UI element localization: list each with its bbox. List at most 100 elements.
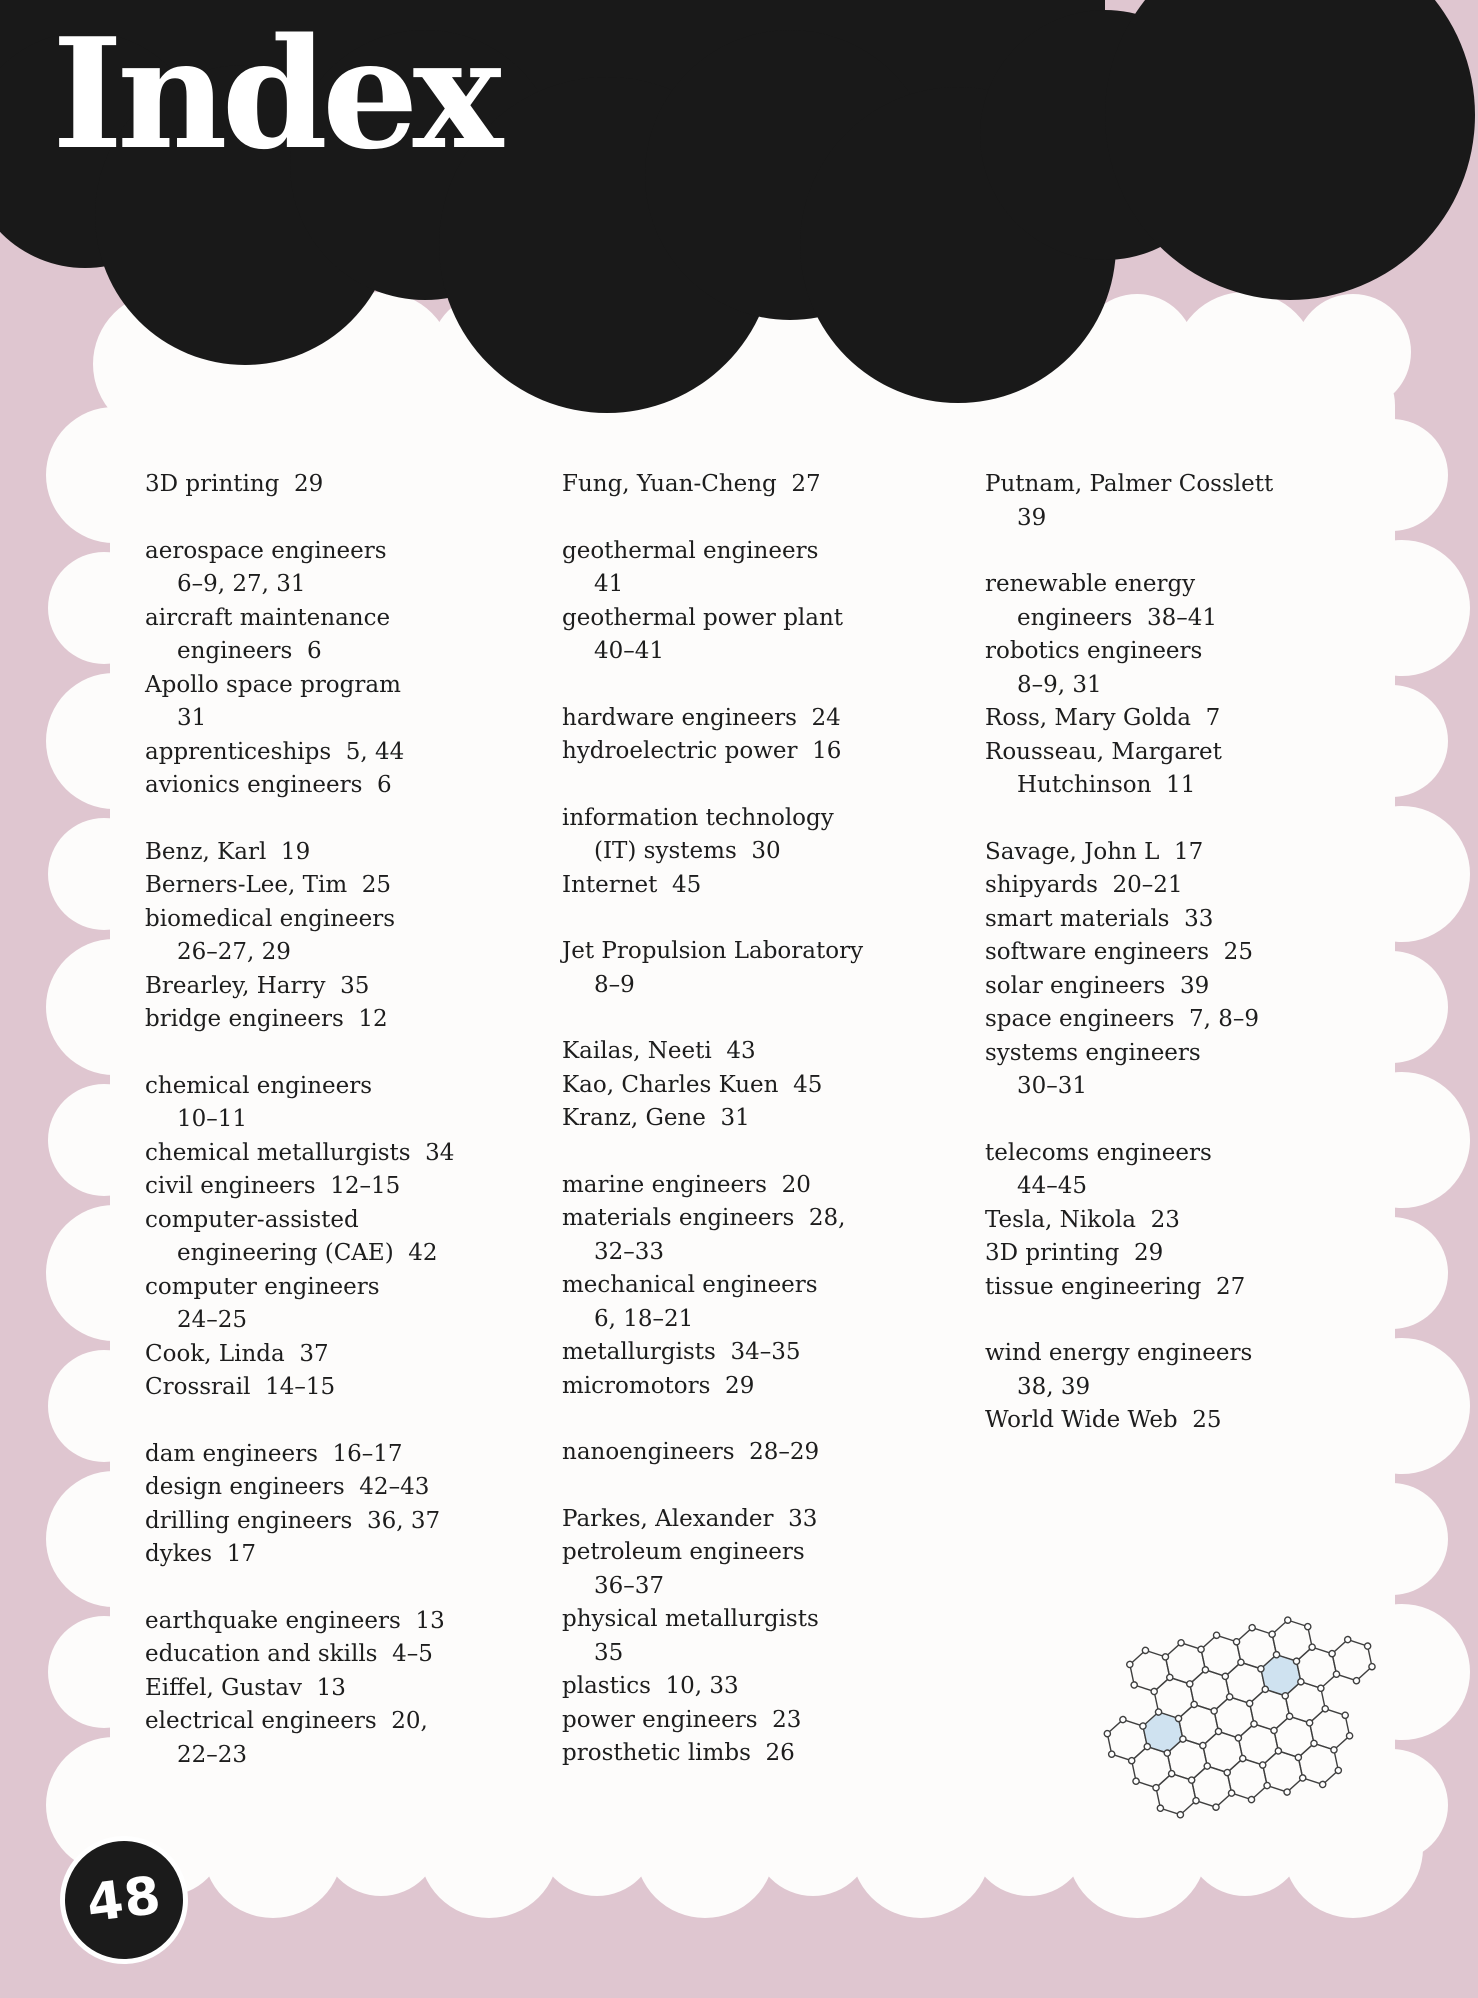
index-entry-line: computer engineers [145,1273,380,1300]
index-entry-line: 8–9 [594,971,635,998]
index-entry-line: mechanical engineers [562,1272,818,1298]
index-entry-line: Ross, Mary Golda 7 [985,705,1221,731]
index-entry-line: 32–33 [594,1238,665,1265]
index-entry-line: computer-assisted [145,1206,359,1233]
index-entry-line: Cook, Linda 37 [145,1340,329,1367]
index-entry-line: solar engineers 39 [985,972,1210,999]
index-entry-line: geothermal power plant [562,604,844,631]
index-entry-line: 35 [594,1639,624,1666]
index-column-1: 3D printing 29 aerospace engineers 6–9, 27… [145,468,555,1805]
index-entry-line: Tesla, Nikola 23 [985,1206,1180,1233]
index-entry-line: 3D printing 29 [985,1240,1164,1266]
index-entry-line: 31 [177,705,207,731]
index-entry-line: metallurgists 34–35 [562,1339,801,1365]
index-entry-line: bridge engineers 12 [145,1006,388,1032]
index-entry-line: smart materials 33 [985,905,1214,932]
index-entry-line: 24–25 [177,1307,248,1333]
index-entry-line: petroleum engineers [562,1539,805,1565]
index-entry-line: nanoengineers 28–29 [562,1439,820,1465]
index-entry-line: Fung, Yuan-Cheng 27 [562,471,821,497]
index-entry-line: Jet Propulsion Laboratory [562,938,864,964]
index-entry-line: materials engineers 28, [562,1205,846,1231]
index-entry-line: earthquake engineers 13 [145,1607,445,1634]
index-entry-line: electrical engineers 20, [145,1708,428,1734]
page-number-badge: 48 [60,1836,188,1964]
index-group: Savage, John L 17 shipyards 20–21 smart ma… [985,836,1385,1104]
page-title: Index [52,4,503,183]
index-group: hardware engineers 24 hydroelectric power… [562,702,977,769]
index-entry-line: 41 [594,571,624,597]
page-number: 48 [83,1865,165,1935]
index-entry-line: 39 [1017,504,1047,531]
index-entry-line: civil engineers 12–15 [145,1173,401,1199]
index-entry-line: space engineers 7, 8–9 [985,1006,1260,1032]
index-group: aerospace engineers 6–9, 27, 31 aircraft m… [145,535,555,803]
index-entry-line: software engineers 25 [985,939,1253,965]
index-group: Putnam, Palmer Cosslett 39 [985,468,1385,535]
index-entry-line: apprenticeships 5, 44 [145,738,405,765]
index-entry-line: engineering (CAE) 42 [177,1240,438,1266]
index-entry-line: geothermal engineers [562,537,819,564]
index-entry-line: robotics engineers [985,638,1203,664]
index-entry-line: physical metallurgists [562,1606,819,1632]
index-entry-line: 10–11 [177,1106,248,1132]
index-entry-line: Berners-Lee, Tim 25 [145,872,392,898]
index-entry-line: 8–9, 31 [1017,671,1102,698]
index-entry-line: education and skills 4–5 [145,1641,433,1667]
index-entry-line: Internet 45 [562,871,702,898]
index-group: Parkes, Alexander 33 petroleum engineers 3… [562,1503,977,1771]
index-entry-line: Savage, John L 17 [985,838,1204,865]
index-entry-line: 40–41 [594,638,665,664]
index-entry-line: Hutchinson 11 [1017,772,1196,798]
index-group: nanoengineers 28–29 [562,1436,977,1470]
index-group: renewable energy engineers 38–41 robotics … [985,568,1385,803]
index-group: geothermal engineers 41 geothermal power p… [562,535,977,669]
index-entry-line: telecoms engineers [985,1139,1212,1166]
index-group: chemical engineers 10–11 chemical metallur… [145,1070,555,1405]
index-entry-line: 26–27, 29 [177,939,291,965]
index-column-3: Putnam, Palmer Cosslett 39 renewable energ… [985,468,1385,1471]
index-entry-line: engineers 6 [177,638,322,664]
index-entry-line: Crossrail 14–15 [145,1374,336,1400]
index-entry-line: Parkes, Alexander 33 [562,1505,818,1532]
index-group: telecoms engineers 44–45 Tesla, Nikola 23 3… [985,1137,1385,1305]
index-entry-line: aircraft maintenance [145,604,391,631]
index-entry-line: 22–23 [177,1741,248,1768]
index-entry-line: chemical engineers [145,1072,373,1099]
index-entry-line: (IT) systems 30 [594,838,781,864]
index-entry-line: design engineers 42–43 [145,1474,430,1500]
index-entry-line: biomedical engineers [145,905,396,932]
index-entry-line: 6, 18–21 [594,1305,694,1332]
index-entry-line: tissue engineering 27 [985,1273,1246,1300]
index-entry-line: power engineers 23 [562,1706,802,1733]
index-entry-line: Apollo space program [145,671,401,698]
index-group: marine engineers 20 materials engineers 2… [562,1169,977,1404]
index-group: 3D printing 29 [145,468,555,502]
index-entry-line: information technology [562,804,834,831]
index-entry-line: marine engineers 20 [562,1171,811,1198]
index-entry-line: Kao, Charles Kuen 45 [562,1071,823,1098]
index-entry-line: hydroelectric power 16 [562,738,842,764]
index-entry-line: Rousseau, Margaret [985,738,1222,765]
index-entry-line: plastics 10, 33 [562,1673,739,1699]
index-entry-line: dykes 17 [145,1541,256,1567]
index-entry-line: renewable energy [985,571,1196,597]
index-entry-line: micromotors 29 [562,1372,755,1399]
index-group: wind energy engineers 38, 39 World Wide We… [985,1337,1385,1438]
index-entry-line: Kailas, Neeti 43 [562,1038,756,1064]
index-group: Kailas, Neeti 43 Kao, Charles Kuen 45 Kran… [562,1035,977,1136]
index-entry-line: Putnam, Palmer Cosslett [985,471,1274,497]
index-entry-line: 36–37 [594,1572,665,1599]
index-entry-line: 44–45 [1017,1173,1088,1199]
index-entry-line: 6–9, 27, 31 [177,571,306,597]
index-entry-line: avionics engineers 6 [145,772,392,798]
index-entry-line: dam engineers 16–17 [145,1440,403,1467]
index-entry-line: prosthetic limbs 26 [562,1740,795,1766]
index-entry-line: hardware engineers 24 [562,704,841,731]
index-group: earthquake engineers 13 education and ski… [145,1605,555,1773]
index-group: information technology (IT) systems 30 Int… [562,802,977,903]
index-entry-line: 3D printing 29 [145,471,324,497]
index-entry-line: 38, 39 [1017,1373,1091,1400]
